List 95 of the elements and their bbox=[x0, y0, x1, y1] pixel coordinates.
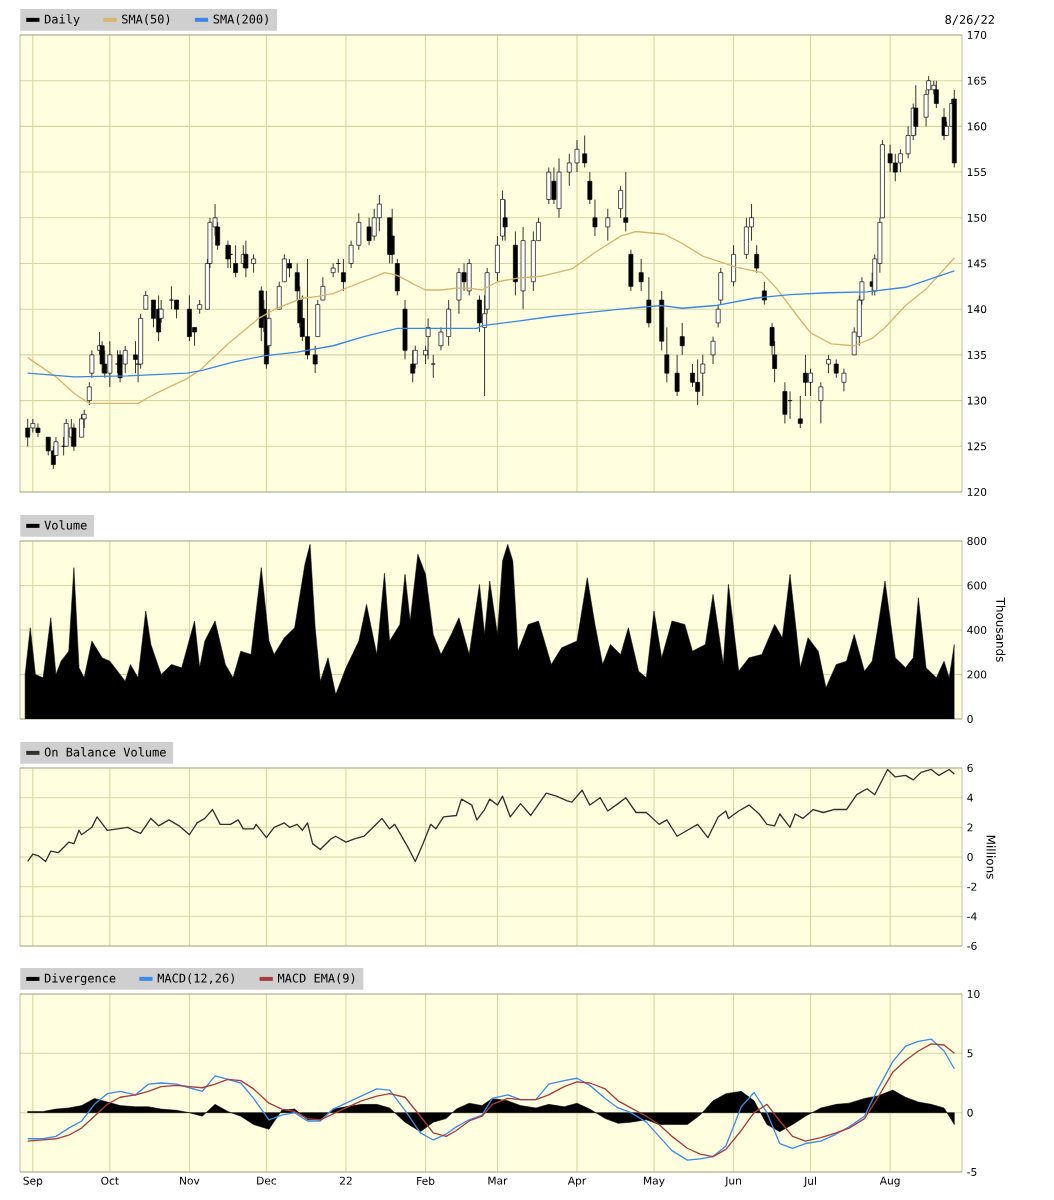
x-tick-label: Nov bbox=[180, 1176, 200, 1185]
legend-label: Daily bbox=[44, 14, 80, 26]
legend-label: SMA(50) bbox=[122, 14, 170, 25]
y-tick-label: 400 bbox=[967, 625, 987, 635]
candlestick bbox=[664, 327, 670, 383]
candlestick bbox=[438, 327, 444, 351]
y-tick-label: 150 bbox=[967, 213, 987, 222]
y-tick-label: -5 bbox=[967, 1168, 977, 1176]
x-tick-label: Aug bbox=[879, 1176, 900, 1187]
y-tick-label: 120 bbox=[967, 487, 987, 497]
candlestick bbox=[430, 354, 436, 379]
candlestick bbox=[826, 354, 831, 374]
y-tick-label: 600 bbox=[967, 581, 987, 590]
candlestick bbox=[833, 359, 839, 379]
candlestick bbox=[715, 304, 721, 328]
x-tick-label: Mar bbox=[488, 1176, 508, 1185]
candlestick bbox=[710, 336, 716, 365]
candlestick bbox=[348, 240, 354, 269]
candlestick bbox=[913, 84, 919, 136]
y-tick-label: 0 bbox=[967, 1108, 973, 1117]
candlestick bbox=[233, 244, 238, 278]
candlestick bbox=[330, 263, 336, 278]
y-tick-label: 6 bbox=[967, 763, 973, 773]
x-tick-label: Dec bbox=[257, 1176, 277, 1185]
y-tick-label: -4 bbox=[967, 912, 977, 921]
x-tick-label: 22 bbox=[339, 1176, 352, 1185]
y-tick-label: 160 bbox=[967, 122, 987, 131]
y-tick-label: -6 bbox=[967, 941, 977, 951]
candlestick bbox=[605, 208, 611, 242]
legend-label: SMA(200) bbox=[213, 14, 268, 25]
candlestick bbox=[592, 199, 598, 237]
y-tick-label: 135 bbox=[967, 350, 987, 359]
x-tick-label: Feb bbox=[417, 1176, 435, 1185]
y-tick-label: 155 bbox=[967, 168, 987, 177]
candlestick bbox=[425, 317, 431, 360]
x-tick-label: Jul bbox=[803, 1176, 816, 1187]
candlestick bbox=[143, 290, 149, 310]
y-tick-label: 2 bbox=[967, 823, 973, 832]
x-tick-label: Jun bbox=[724, 1176, 741, 1187]
candlestick bbox=[797, 395, 803, 429]
y-tick-label: 170 bbox=[967, 30, 987, 39]
legend-label: Volume bbox=[44, 520, 87, 530]
y-tick-label: 200 bbox=[967, 670, 987, 679]
y-tick-label: 800 bbox=[967, 536, 987, 546]
x-tick-label: May bbox=[644, 1176, 665, 1187]
candlestick bbox=[700, 354, 706, 397]
line-series bbox=[27, 768, 955, 863]
candlestick bbox=[225, 240, 231, 269]
candlestick bbox=[341, 258, 346, 292]
candlestick bbox=[89, 349, 95, 379]
candlestick bbox=[618, 185, 624, 219]
candlestick bbox=[574, 139, 580, 173]
y-tick-label: 4 bbox=[967, 793, 973, 802]
y-tick-label: 10 bbox=[967, 989, 980, 999]
legend-label: MACD EMA(9) bbox=[278, 973, 355, 985]
y-tick-label: 130 bbox=[967, 396, 987, 405]
y-tick-label: -2 bbox=[967, 882, 977, 891]
candlestick bbox=[582, 135, 588, 168]
y-axis-title: Thousands bbox=[996, 597, 1006, 662]
candlestick bbox=[623, 171, 629, 232]
y-tick-label: 0 bbox=[967, 852, 973, 862]
y-tick-label: 125 bbox=[967, 442, 987, 451]
text: 8/26/22 bbox=[945, 15, 994, 25]
candlestick bbox=[841, 368, 847, 392]
x-tick-label: Sep bbox=[23, 1176, 43, 1187]
y-tick-label: 140 bbox=[967, 305, 987, 314]
candlestick bbox=[312, 345, 318, 374]
candlestick bbox=[320, 276, 326, 301]
candlestick bbox=[782, 381, 788, 424]
y-tick-label: 145 bbox=[967, 259, 987, 268]
candlestick bbox=[410, 349, 416, 383]
candlestick bbox=[587, 171, 593, 205]
candlestick bbox=[276, 281, 282, 310]
candlestick bbox=[754, 244, 760, 274]
candlestick bbox=[679, 322, 685, 356]
candlestick bbox=[566, 153, 572, 187]
x-tick-label: Apr bbox=[567, 1176, 587, 1187]
candlestick bbox=[638, 258, 644, 292]
candlestick bbox=[86, 381, 92, 406]
y-axis-title: Millions bbox=[986, 835, 996, 879]
candlestick bbox=[646, 276, 652, 328]
legend-label: Divergence bbox=[44, 973, 116, 986]
candlestick bbox=[243, 240, 249, 278]
candlestick bbox=[674, 354, 680, 397]
candlestick bbox=[818, 381, 824, 424]
legend-label: MACD(12,26) bbox=[157, 973, 234, 985]
candlestick bbox=[251, 253, 256, 274]
candlestick bbox=[228, 244, 233, 269]
y-tick-label: 5 bbox=[967, 1049, 973, 1058]
y-tick-label: 0 bbox=[967, 714, 973, 724]
x-tick-label: Oct bbox=[101, 1176, 119, 1185]
y-tick-label: 165 bbox=[967, 76, 987, 85]
candlestick bbox=[356, 212, 362, 251]
candlestick bbox=[71, 423, 77, 452]
legend-label: On Balance Volume bbox=[44, 747, 166, 757]
